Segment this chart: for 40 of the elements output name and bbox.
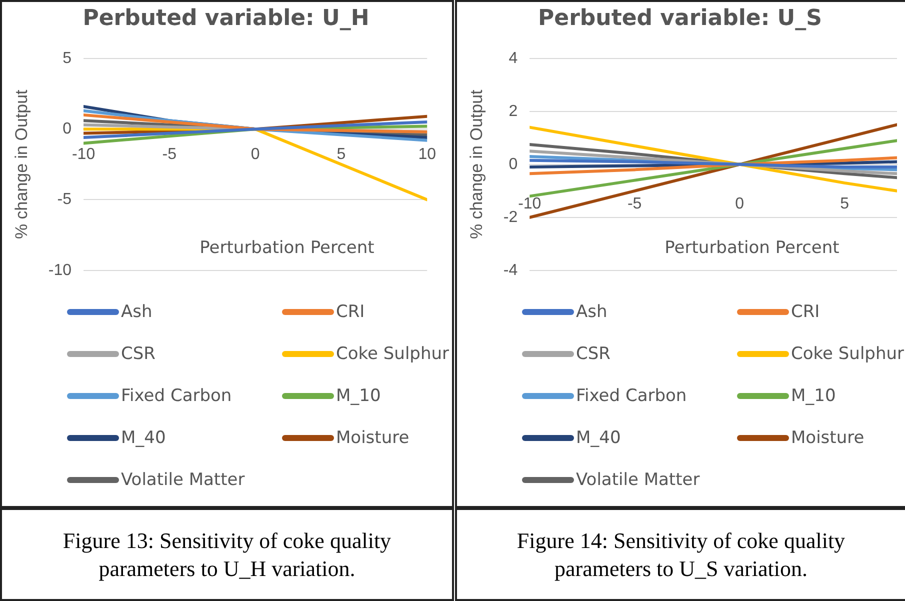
legend-label: Ash — [121, 302, 152, 322]
y-axis-title: % change in Output — [466, 89, 486, 240]
legend-label: Coke Sulphur — [336, 344, 449, 364]
x-tick-label: 5 — [336, 146, 346, 164]
x-tick-label: 5 — [840, 195, 850, 212]
legend-label: Fixed Carbon — [576, 386, 687, 406]
x-tick-label: 0 — [250, 146, 260, 164]
x-tick-label: -5 — [627, 195, 642, 212]
legend-label: Moisture — [791, 428, 864, 448]
x-tick-label: -5 — [162, 146, 177, 164]
y-tick-label: 0 — [62, 120, 72, 138]
legend-label: M_10 — [791, 386, 836, 406]
chart-title: Perbuted variable: U_S — [538, 6, 822, 31]
legend-label: M_40 — [576, 428, 621, 448]
y-tick-label: 2 — [508, 102, 518, 120]
legend-label: Volatile Matter — [121, 470, 245, 490]
legend-label: CRI — [336, 302, 365, 322]
y-tick-label: -10 — [48, 262, 72, 279]
x-axis-title: Perturbation Percent — [664, 238, 840, 258]
x-tick-label: 10 — [418, 146, 436, 164]
y-tick-label: 4 — [508, 50, 518, 67]
legend-label: CSR — [576, 344, 610, 364]
legend-label: Coke Sulphur — [791, 344, 904, 364]
legend-label: CRI — [791, 302, 820, 322]
chart-title: Perbuted variable: U_H — [82, 6, 370, 31]
x-tick-label: 0 — [735, 195, 744, 212]
y-tick-label: 5 — [62, 50, 72, 67]
y-tick-label: -4 — [503, 262, 518, 279]
legend-label: Volatile Matter — [576, 470, 700, 490]
y-axis-title: % change in Output — [12, 89, 31, 240]
legend-label: Fixed Carbon — [121, 386, 232, 406]
caption: Figure 13: Sensitivity of coke quality parameters to U_H variation. — [0, 508, 454, 601]
legend-label: CSR — [121, 344, 156, 364]
y-tick-label: -2 — [503, 208, 518, 226]
legend-label: M_10 — [336, 386, 381, 406]
x-axis-title: Perturbation Percent — [198, 238, 376, 258]
legend-label: Ash — [576, 302, 608, 322]
legend-label: M_40 — [121, 428, 166, 448]
caption: Figure 14: Sensitivity of coke quality parameters to U_S variation. — [455, 508, 905, 601]
legend-label: Moisture — [336, 428, 410, 448]
